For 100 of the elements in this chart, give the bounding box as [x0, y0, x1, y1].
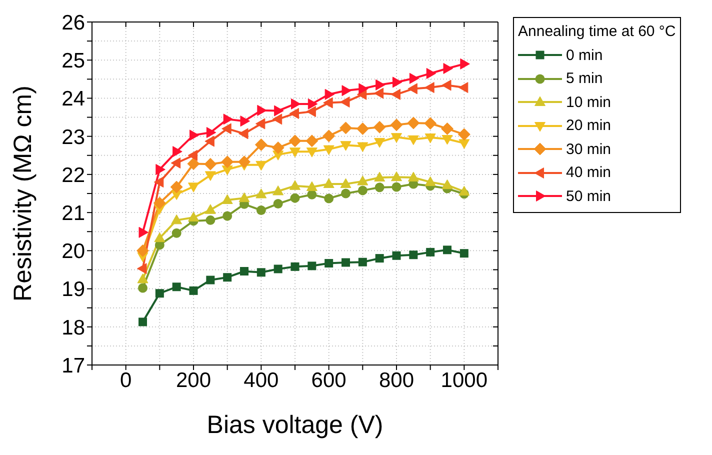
legend-label: 5 min	[566, 69, 603, 89]
point	[323, 97, 333, 108]
point	[290, 262, 300, 271]
point	[340, 178, 352, 188]
x-axis-title: Bias voltage (V)	[206, 411, 384, 439]
point	[257, 104, 267, 116]
point	[290, 148, 300, 158]
point	[138, 283, 148, 293]
point	[256, 268, 266, 277]
point	[441, 122, 454, 135]
point	[204, 158, 217, 170]
x-tick-label: 800	[378, 368, 414, 392]
point	[272, 185, 284, 196]
point	[409, 72, 420, 84]
point	[408, 172, 419, 182]
point	[256, 188, 267, 198]
point	[136, 244, 149, 257]
point	[137, 274, 148, 284]
point	[206, 276, 215, 284]
point	[206, 127, 216, 138]
point	[155, 289, 164, 298]
point	[323, 178, 334, 188]
point	[375, 254, 384, 263]
point	[392, 76, 402, 88]
point	[324, 258, 334, 268]
point	[240, 116, 250, 127]
point	[172, 282, 181, 292]
point	[426, 68, 436, 79]
y-tick-label: 20	[62, 240, 85, 264]
point	[272, 142, 284, 154]
point	[424, 133, 436, 144]
point	[324, 88, 335, 100]
y-tick-label: 25	[62, 50, 85, 73]
point	[443, 62, 453, 74]
point	[223, 114, 234, 125]
point	[206, 215, 216, 225]
point	[458, 139, 470, 149]
point	[154, 176, 164, 188]
y-tick-label: 21	[62, 202, 85, 226]
point	[458, 82, 468, 94]
point	[274, 105, 284, 116]
point	[460, 249, 468, 258]
point	[138, 226, 148, 238]
point	[374, 172, 386, 182]
point	[188, 212, 199, 222]
point	[424, 117, 437, 130]
point	[426, 248, 435, 256]
point	[254, 138, 268, 151]
y-tick-label: 24	[62, 88, 86, 111]
point	[460, 58, 470, 70]
point	[256, 160, 267, 171]
point	[407, 116, 420, 130]
point	[342, 258, 350, 267]
point	[374, 138, 386, 148]
legend-label: 50 min	[566, 186, 612, 206]
point	[170, 180, 183, 194]
point	[458, 128, 470, 141]
point	[204, 136, 214, 147]
point	[458, 186, 470, 196]
point	[409, 250, 418, 260]
point	[221, 156, 234, 168]
point	[408, 135, 419, 146]
y-tick-label: 19	[62, 278, 85, 302]
point	[392, 251, 401, 260]
point	[172, 146, 182, 158]
x-tick-label: 200	[176, 368, 212, 392]
point	[289, 108, 299, 119]
point	[288, 134, 302, 148]
point	[272, 114, 282, 125]
y-tick-label: 26	[62, 11, 85, 34]
point	[256, 206, 266, 216]
point	[357, 142, 368, 152]
point	[390, 88, 400, 100]
legend-label: 0 min	[566, 46, 603, 66]
point	[306, 134, 318, 148]
point	[391, 171, 402, 182]
point	[187, 158, 200, 170]
y-tick-label: 22	[62, 164, 85, 187]
point	[222, 123, 232, 134]
point	[392, 182, 402, 192]
point	[138, 318, 147, 326]
y-tick-label: 17	[62, 354, 85, 378]
point	[307, 190, 317, 200]
point	[204, 204, 216, 214]
point	[323, 145, 334, 156]
point	[172, 228, 182, 238]
point	[442, 179, 453, 190]
x-tick-label: 600	[311, 368, 346, 392]
point	[342, 85, 352, 96]
point	[424, 176, 436, 186]
point	[374, 88, 384, 99]
point	[238, 156, 250, 168]
point	[290, 193, 300, 203]
point	[255, 118, 266, 130]
point	[424, 82, 434, 94]
y-tick-label: 18	[62, 316, 85, 340]
point	[358, 258, 367, 266]
point	[238, 192, 250, 202]
point	[188, 150, 198, 161]
point	[306, 106, 316, 118]
